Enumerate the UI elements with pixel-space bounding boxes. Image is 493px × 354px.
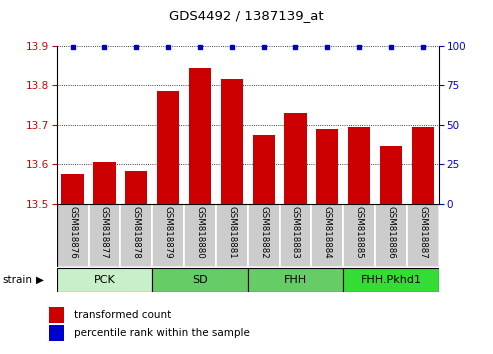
FancyBboxPatch shape [343,204,375,267]
Text: GSM818879: GSM818879 [164,206,173,258]
Text: GSM818877: GSM818877 [100,206,109,259]
Bar [125,171,147,204]
Bar [49,325,64,341]
Bar [284,113,307,204]
Bar [348,127,370,204]
FancyBboxPatch shape [343,268,439,292]
Bar [93,162,115,204]
FancyBboxPatch shape [375,204,407,267]
Text: GSM818883: GSM818883 [291,206,300,259]
Text: GSM818882: GSM818882 [259,206,268,259]
Bar [252,135,275,204]
Bar [157,91,179,204]
Text: GSM818880: GSM818880 [195,206,205,259]
Text: strain: strain [2,275,33,285]
Text: GDS4492 / 1387139_at: GDS4492 / 1387139_at [169,9,324,22]
Text: GSM818885: GSM818885 [354,206,364,259]
Bar [189,68,211,204]
FancyBboxPatch shape [57,204,89,267]
FancyBboxPatch shape [89,204,120,267]
FancyBboxPatch shape [152,268,247,292]
Text: GSM818876: GSM818876 [68,206,77,259]
FancyBboxPatch shape [247,268,343,292]
FancyBboxPatch shape [247,204,280,267]
Text: SD: SD [192,275,208,285]
FancyBboxPatch shape [407,204,439,267]
Text: GSM818878: GSM818878 [132,206,141,259]
Bar [412,127,434,204]
Text: GSM818887: GSM818887 [419,206,427,259]
Text: FHH.Pkhd1: FHH.Pkhd1 [360,275,422,285]
Bar [316,129,339,204]
Bar [49,307,64,323]
Text: FHH: FHH [284,275,307,285]
FancyBboxPatch shape [280,204,312,267]
FancyBboxPatch shape [120,204,152,267]
Text: ▶: ▶ [36,275,44,285]
Bar [62,174,84,204]
FancyBboxPatch shape [152,204,184,267]
Text: transformed count: transformed count [74,310,172,320]
FancyBboxPatch shape [216,204,247,267]
FancyBboxPatch shape [184,204,216,267]
Bar [380,147,402,204]
Text: percentile rank within the sample: percentile rank within the sample [74,328,250,338]
Bar [221,80,243,204]
Text: GSM818881: GSM818881 [227,206,236,259]
Text: GSM818884: GSM818884 [323,206,332,259]
Text: PCK: PCK [94,275,115,285]
FancyBboxPatch shape [57,268,152,292]
Text: GSM818886: GSM818886 [387,206,395,259]
FancyBboxPatch shape [312,204,343,267]
